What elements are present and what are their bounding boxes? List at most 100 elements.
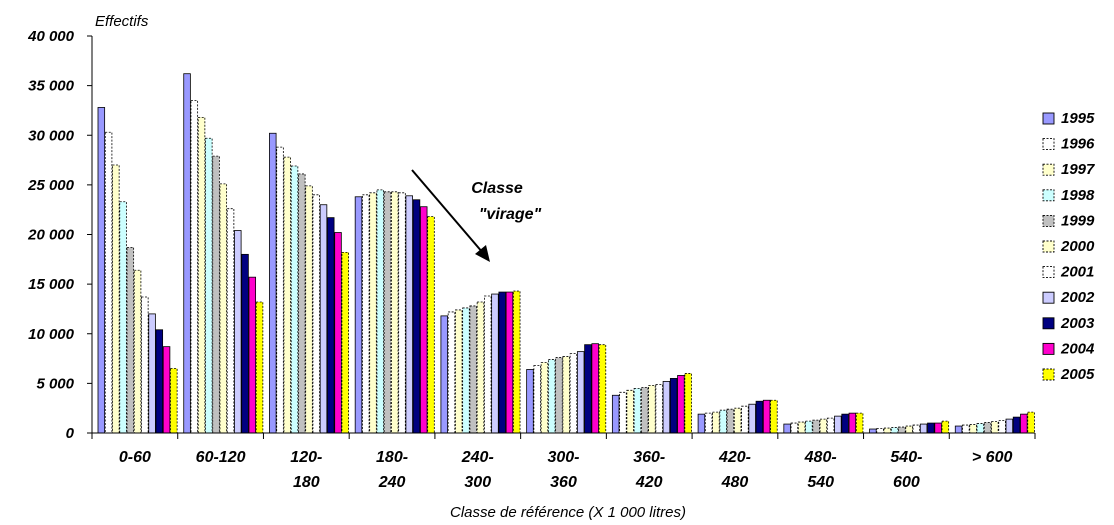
bar-2002 bbox=[919, 423, 928, 434]
x-category-label: 180- bbox=[376, 449, 408, 466]
bar-1997 bbox=[197, 116, 206, 434]
bar-2000 bbox=[733, 407, 742, 434]
legend: 1995 1996 1997 1998 1999 2000 2001 2002 2003 2004… bbox=[1042, 110, 1095, 383]
bar-1996 bbox=[619, 391, 627, 434]
bar-1998 bbox=[633, 387, 642, 434]
bar-1999 bbox=[726, 408, 735, 434]
legend-label-2002: 2002 bbox=[1060, 289, 1095, 306]
legend-swatch-2003 bbox=[1042, 317, 1055, 330]
bar-2000 bbox=[219, 183, 228, 434]
y-ticks-group: 0 5 000 10 000 15 000 20 000 25 000 30 000 35 0… bbox=[27, 28, 92, 442]
bar-1999 bbox=[298, 173, 306, 434]
legend-swatch-1997 bbox=[1042, 163, 1055, 176]
legend-swatch-1999 bbox=[1042, 214, 1055, 227]
bar-2004 bbox=[505, 291, 514, 434]
bar-1995 bbox=[697, 413, 706, 434]
bars-group bbox=[97, 73, 1035, 434]
bar-1996 bbox=[276, 146, 284, 434]
bar-1995 bbox=[269, 132, 277, 434]
bar-1999 bbox=[469, 305, 477, 434]
bar-2003 bbox=[498, 291, 506, 434]
x-category-label: 420- bbox=[718, 449, 751, 466]
x-category-label: 240- bbox=[461, 449, 494, 466]
bar-1999 bbox=[212, 155, 220, 434]
x-ticks-group: 0-60 60-120 120- 180 180- 240 240- 300 300- 360 36… bbox=[91, 433, 1036, 491]
bar-2003 bbox=[755, 400, 764, 434]
bar-1998 bbox=[462, 307, 470, 434]
x-category-label: 300- bbox=[547, 449, 579, 466]
bar-2005 bbox=[684, 373, 692, 434]
bar-2004 bbox=[591, 343, 599, 434]
bar-2001 bbox=[398, 192, 406, 434]
legend-swatch-2000 bbox=[1042, 240, 1055, 253]
bar-2003 bbox=[927, 422, 935, 434]
bar-1999 bbox=[640, 386, 649, 434]
x-category-label: 600 bbox=[893, 474, 920, 491]
bar-2003 bbox=[841, 413, 849, 434]
legend-label-2000: 2000 bbox=[1060, 238, 1095, 255]
bar-2002 bbox=[748, 403, 756, 434]
x-category-label: 180 bbox=[293, 474, 320, 491]
bar-1999 bbox=[383, 191, 392, 434]
legend-label-2004: 2004 bbox=[1060, 340, 1095, 357]
y-tick-label: 20 000 bbox=[27, 227, 75, 244]
bar-1998 bbox=[890, 427, 899, 434]
x-category-label: 480- bbox=[804, 449, 837, 466]
bar-1996 bbox=[704, 412, 713, 434]
bar-1996 bbox=[876, 428, 884, 434]
bar-1995 bbox=[183, 73, 191, 434]
legend-swatch-2002 bbox=[1042, 291, 1055, 304]
legend-label-1999: 1999 bbox=[1061, 212, 1095, 229]
bar-2005 bbox=[255, 301, 264, 434]
y-tick-label: 40 000 bbox=[27, 28, 75, 45]
bar-1998 bbox=[205, 137, 213, 434]
bar-1999 bbox=[126, 246, 135, 434]
y-tick-label: 15 000 bbox=[28, 276, 75, 293]
bar-1995 bbox=[783, 423, 791, 434]
bar-2002 bbox=[834, 415, 842, 434]
x-category-label: 240 bbox=[378, 474, 406, 491]
bar-1998 bbox=[376, 189, 384, 434]
bar-2002 bbox=[662, 380, 671, 434]
bar-2004 bbox=[934, 422, 942, 434]
bar-2005 bbox=[341, 251, 349, 434]
bar-1997 bbox=[454, 309, 463, 434]
y-tick-label: 0 bbox=[66, 425, 75, 442]
bar-2005 bbox=[427, 216, 435, 434]
x-category-label: 480 bbox=[721, 474, 749, 491]
bar-2003 bbox=[155, 329, 164, 434]
bar-2000 bbox=[133, 269, 142, 434]
bar-2001 bbox=[912, 424, 921, 434]
x-category-label: 420 bbox=[635, 474, 663, 491]
legend-label-2003: 2003 bbox=[1060, 315, 1095, 332]
legend-label-2005: 2005 bbox=[1060, 366, 1095, 383]
x-category-label: 360 bbox=[550, 474, 577, 491]
x-category-label: 540- bbox=[890, 449, 922, 466]
bar-1997 bbox=[369, 192, 377, 434]
bar-2001 bbox=[226, 208, 235, 434]
y-axis-title: Effectifs bbox=[95, 13, 149, 30]
x-category-label: 60-120 bbox=[196, 449, 246, 466]
x-axis-title: Classe de référence (X 1 000 litres) bbox=[450, 504, 686, 521]
legend-label-1996: 1996 bbox=[1061, 136, 1095, 153]
bar-1995 bbox=[97, 107, 106, 434]
bar-1996 bbox=[362, 194, 370, 434]
bar-2000 bbox=[562, 356, 570, 434]
bar-2003 bbox=[584, 344, 592, 434]
bar-1996 bbox=[790, 422, 799, 434]
y-tick-label: 30 000 bbox=[28, 127, 75, 144]
legend-label-1998: 1998 bbox=[1061, 187, 1095, 204]
annotation-arrowhead bbox=[475, 245, 490, 262]
bar-2002 bbox=[148, 313, 156, 434]
bar-2004 bbox=[162, 346, 171, 434]
bar-1996 bbox=[447, 311, 456, 434]
bar-2004 bbox=[848, 412, 857, 434]
bar-1995 bbox=[954, 425, 963, 434]
bar-2000 bbox=[905, 425, 913, 434]
legend-swatch-2001 bbox=[1042, 266, 1055, 279]
bar-1998 bbox=[290, 165, 299, 434]
bar-1997 bbox=[626, 389, 634, 434]
bar-1998 bbox=[719, 409, 727, 434]
bar-2002 bbox=[491, 293, 499, 434]
